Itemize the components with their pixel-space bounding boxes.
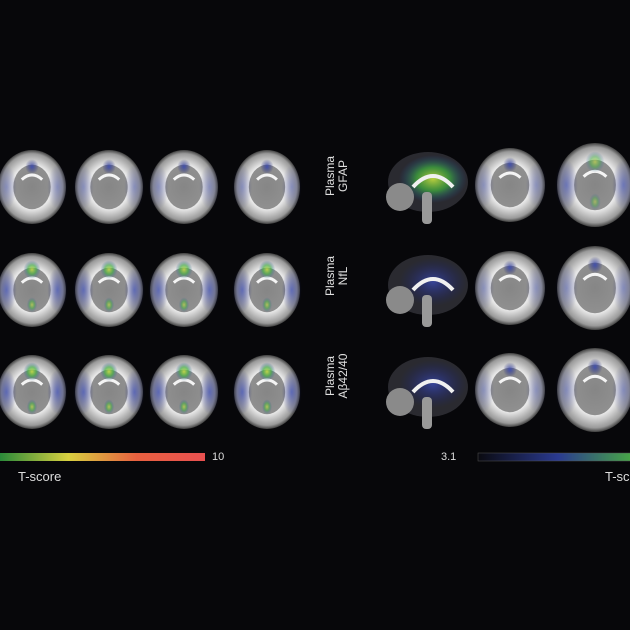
axial-slice-right	[555, 348, 630, 432]
axial-slice-right	[555, 246, 630, 330]
sagittal-slice	[386, 255, 468, 327]
axial-slice-left	[232, 150, 302, 224]
row-label-abeta: Plasma Aβ42/40	[323, 353, 350, 399]
axial-slice-left	[148, 355, 220, 429]
axial-slice-left	[73, 253, 145, 327]
sagittal-slice	[386, 357, 468, 429]
right-colorbar	[477, 452, 630, 462]
axial-slice-left	[148, 150, 220, 224]
sagittal-slice	[386, 152, 468, 224]
axial-slice-left	[73, 355, 145, 429]
axial-slice-left	[0, 253, 68, 327]
coronal-slice	[473, 148, 547, 222]
right-colorbar-min: 3.1	[441, 451, 457, 463]
axial-slice-left	[232, 355, 302, 429]
axial-slice-right	[555, 143, 630, 227]
coronal-slice	[473, 353, 547, 427]
row-label-nfl: Plasma NfL	[323, 256, 350, 297]
right-colorbar-title: T-sc	[605, 469, 630, 484]
left-colorbar-title: T-score	[18, 469, 62, 484]
left-colorbar-max: 10	[212, 451, 225, 463]
axial-slice-left	[0, 355, 68, 429]
axial-slice-left	[232, 253, 302, 327]
axial-slice-left	[148, 253, 220, 327]
coronal-slice	[473, 251, 547, 325]
axial-slice-left	[0, 150, 68, 224]
axial-slice-left	[73, 150, 145, 224]
left-colorbar	[0, 453, 205, 461]
row-label-gfap: Plasma GFAP	[323, 156, 350, 197]
